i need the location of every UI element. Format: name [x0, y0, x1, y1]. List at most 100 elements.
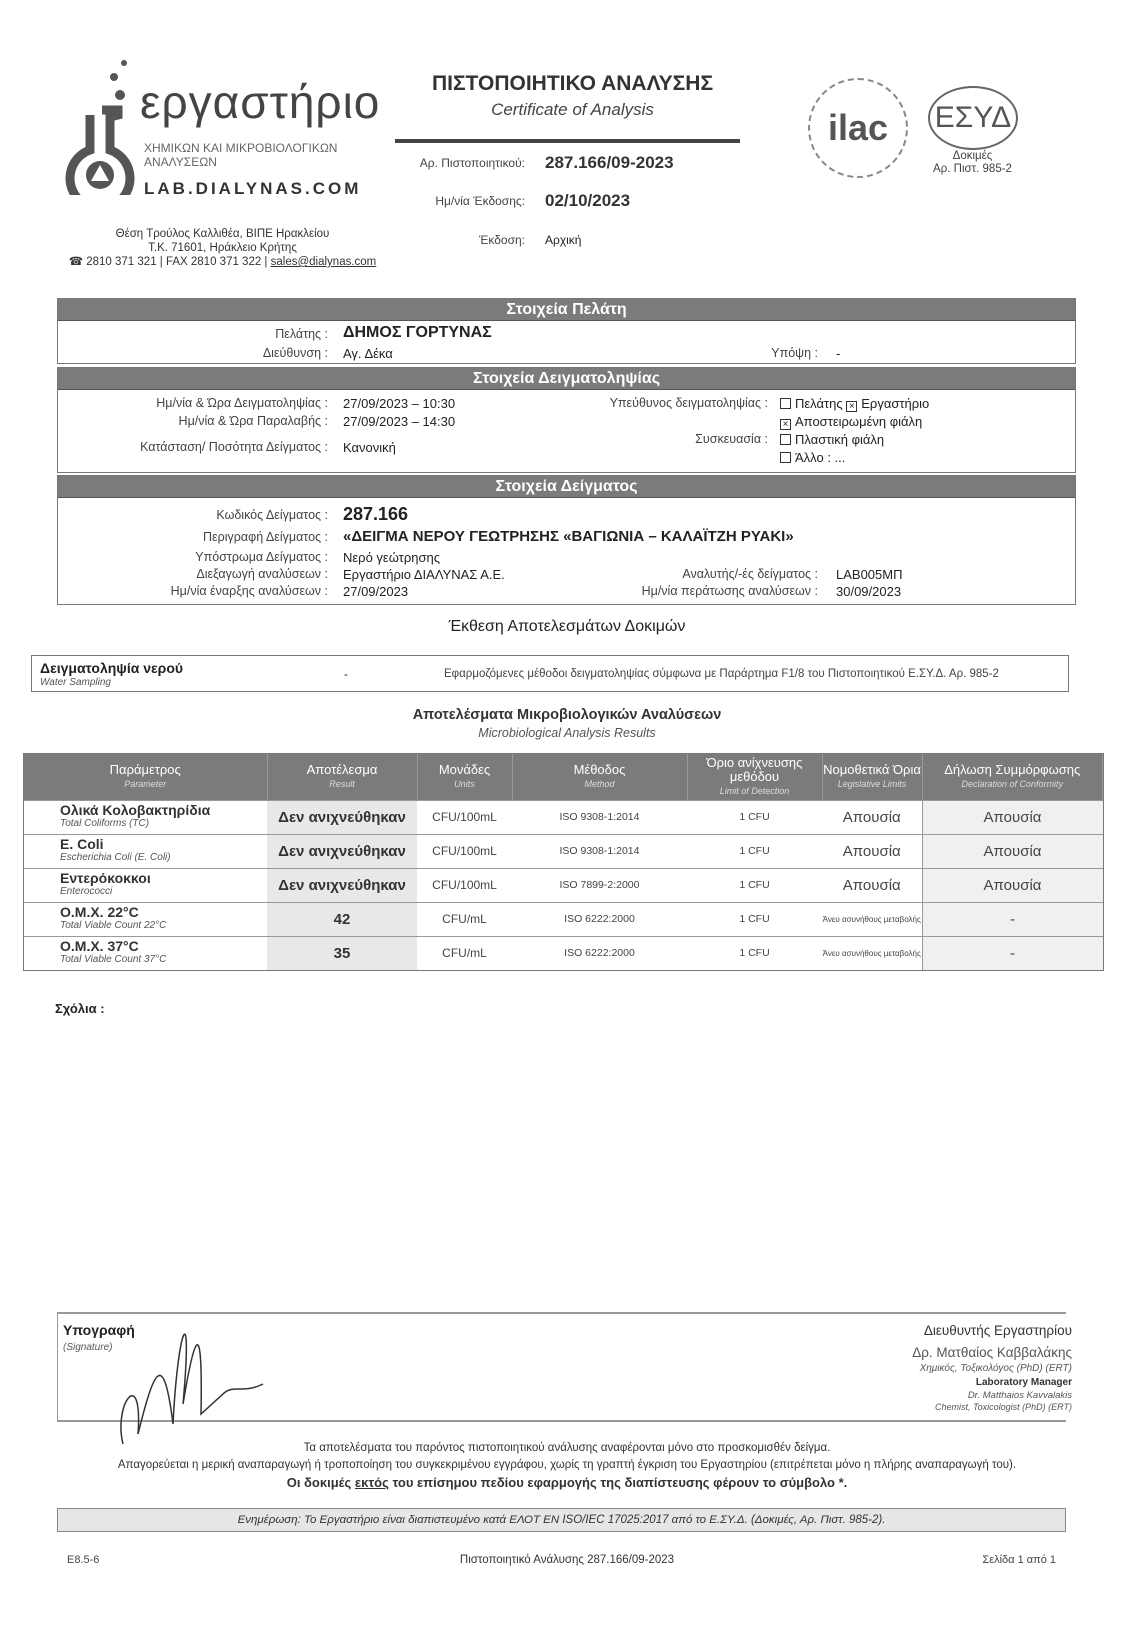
analyst-label: Αναλυτής/-ές δείγματος : [682, 567, 818, 581]
conformity: Απουσία [921, 867, 1103, 902]
substrate: Νερό γεώτρησης [343, 550, 440, 565]
column-header-gr: Νομοθετικά Όρια [823, 761, 921, 777]
micro-subtitle: Microbiological Analysis Results [478, 726, 656, 740]
start-label: Ημ/νία έναρξης αναλύσεων : [170, 584, 328, 598]
pack-opt-sterile: Αποστειρωμένη φιάλη [795, 414, 923, 429]
result: 35 [267, 935, 417, 970]
checkbox-lab-checked[interactable]: × [846, 401, 858, 412]
email-link[interactable]: sales@dialynas.com [270, 256, 377, 268]
pack-opt-plastic: Πλαστική φιάλη [795, 432, 885, 447]
column-header-en: Declaration of Conformity [961, 778, 1064, 789]
lab-sub2: ΑΝΑΛΥΣΕΩΝ [144, 155, 217, 169]
conformity: Απουσία [921, 799, 1103, 834]
units: CFU/100mL [417, 833, 512, 868]
sampling-date: 27/09/2023 – 10:30 [343, 396, 456, 411]
table-row: Ο.Μ.Χ. 22°C Total Viable Count 22°C 42 CFU… [24, 901, 1103, 936]
attn-label: Υπόψη : [771, 346, 818, 360]
sample-state: Κανονική [343, 440, 396, 455]
ilac-text: ilac [827, 107, 889, 148]
sample-description: «ΔΕΙΓΜΑ ΝΕΡΟΥ ΓΕΩΤΡΗΣΗΣ «ΒΑΓΙΩΝΙΑ – ΚΑΛΑ… [343, 528, 794, 545]
checkbox-client[interactable] [780, 398, 791, 409]
address-line-1: Θέση Τρούλος Καλλιθέα, ΒΙΠΕ Ηρακλείου [115, 228, 330, 240]
limit-of-detection: 1 CFU [687, 901, 822, 936]
desc-label: Περιγραφή Δείγματος : [203, 530, 328, 544]
units: CFU/100mL [417, 799, 512, 834]
client-section-title: Στοιχεία Πελάτη [58, 299, 1075, 321]
phone-fax: ☎ 2810 371 321 | FAX 2810 371 322 | [68, 256, 268, 268]
footer-center: Πιστοποιητικό Ανάλυσης 287.166/09-2023 [459, 1554, 675, 1566]
legislative-limit: Απουσία [822, 833, 922, 868]
performed-by: Εργαστήριο ΔΙΑΛΥΝΑΣ Α.Ε. [343, 567, 505, 582]
esyd-line2: Αρ. Πιστ. 985-2 [933, 163, 1012, 175]
sample-section: Στοιχεία Δείγματος Κωδικός Δείγματος : 28… [57, 475, 1076, 605]
units: CFU/mL [417, 901, 512, 936]
client-label: Πελάτης : [275, 327, 328, 341]
column-header-en: Legislative Limits [837, 778, 907, 789]
checkbox-sterile-checked[interactable]: × [780, 419, 791, 430]
parameter-en: Escherichia Coli (E. Coli) [60, 852, 171, 863]
ilac-logo: ilac [808, 78, 908, 178]
esyd-text: ΕΣΥΔ [934, 101, 1012, 134]
edition: Αρχική [545, 233, 582, 247]
lab-sub1: ΧΗΜΙΚΩΝ ΚΑΙ ΜΙΚΡΟΒΙΟΛΟΓΙΚΩΝ [144, 141, 338, 155]
limit-of-detection: 1 CFU [687, 833, 822, 868]
sample-code: 287.166 [343, 504, 409, 524]
lab-address: Θέση Τρούλος Καλλιθέα, ΒΙΠΕ Ηρακλείου Τ.… [60, 227, 385, 269]
water-sampling-text: Εφαρμοζόμενες μέθοδοι δειγματοληψίας σύμ… [444, 668, 999, 680]
address-line-2: Τ.Κ. 71601, Ηράκλειο Κρήτης [148, 242, 297, 254]
result: Δεν ανιχνεύθηκαν [267, 833, 417, 868]
column-header-en: Limit of Detection [719, 785, 790, 796]
column-header-en: Parameter [124, 778, 167, 789]
column-header-en: Result [329, 778, 355, 789]
director-quals-en: Chemist, Toxicologist (PhD) (ERT) [934, 1401, 1072, 1412]
conformity: - [921, 935, 1103, 970]
substrate-label: Υπόστρωμα Δείγματος : [195, 550, 328, 564]
column-header: Όριο ανίχνευσης μεθόδου Limit of Detectio… [687, 754, 823, 800]
column-header: Μονάδες Units [417, 754, 513, 800]
table-row: Εντερόκοκκοι Enterococci Δεν ανιχνεύθηκαν… [24, 867, 1103, 902]
table-row: E. Coli Escherichia Coli (E. Coli) Δεν αν… [24, 833, 1103, 868]
column-header-gr: Μονάδες [438, 761, 491, 777]
sample-section-title: Στοιχεία Δείγματος [58, 476, 1075, 498]
handwritten-signature [120, 1333, 264, 1445]
disclaimer: Τα αποτελέσματα του παρόντος πιστοποιητι… [0, 1440, 1134, 1491]
column-header-gr: Όριο ανίχνευσης μεθόδου [706, 754, 803, 784]
water-sampling-title: Δειγματοληψία νερού [40, 660, 184, 676]
limit-of-detection: 1 CFU [687, 799, 822, 834]
director-quals: Χημικός, Τοξικολόγος (PhD) (ERT) [919, 1363, 1072, 1374]
result: 42 [267, 901, 417, 936]
receipt-date: 27/09/2023 – 14:30 [343, 414, 456, 429]
result: Δεν ανιχνεύθηκαν [267, 799, 417, 834]
code-label: Κωδικός Δείγματος : [216, 508, 328, 522]
sampling-section-title: Στοιχεία Δειγματοληψίας [58, 368, 1075, 390]
start-date: 27/09/2023 [343, 584, 409, 599]
end-date: 30/09/2023 [836, 584, 902, 599]
method: ISO 9308-1:2014 [512, 799, 687, 834]
conformity: Απουσία [921, 833, 1103, 868]
pack-opt-other: Άλλο : ... [795, 450, 846, 465]
receipt-date-label: Ημ/νία & Ώρα Παραλαβής : [178, 414, 328, 428]
disclaimer-line2: Απαγορεύεται η μερική αναπαραγωγή ή τροπ… [117, 1459, 1017, 1471]
units: CFU/mL [417, 935, 512, 970]
client-section: Στοιχεία Πελάτη Πελάτης : ΔΗΜΟΣ ΓΟΡΤΥΝΑΣ … [57, 298, 1076, 364]
cert-no-label: Αρ. Πιστοποιητικού: [419, 156, 525, 170]
footer-page: Σελίδα 1 από 1 [982, 1554, 1056, 1566]
parameter-en: Total Viable Count 22°C [60, 920, 167, 931]
cert-no: 287.166/09-2023 [545, 153, 674, 172]
esyd-logo: ΕΣΥΔ [928, 86, 1018, 150]
accreditation-update-bar: Ενημέρωση: Το Εργαστήριο είναι διαπιστευ… [57, 1508, 1066, 1532]
column-header: Παράμετρος Parameter [24, 754, 268, 800]
performed-label: Διεξαγωγή αναλύσεων : [196, 567, 328, 581]
lab-logo: εργαστήριο ΧΗΜΙΚΩΝ ΚΑΙ ΜΙΚΡΟΒΙΟΛΟΓΙΚΩΝ Α… [62, 55, 382, 205]
method: ISO 9308-1:2014 [512, 833, 687, 868]
client-address: Αγ. Δέκα [343, 346, 393, 361]
checkbox-plastic[interactable] [780, 434, 791, 445]
responsible-label: Υπεύθυνος δειγματοληψίας : [609, 396, 768, 410]
director-name: Δρ. Ματθαίος Καββαλάκης [912, 1344, 1072, 1360]
analyst: LAB005ΜΠ [836, 567, 903, 582]
resp-opt-client: Πελάτης [795, 396, 843, 411]
doc-subtitle: Certificate of Analysis [491, 100, 654, 119]
director-role-en: Laboratory Manager [975, 1377, 1072, 1388]
checkbox-other[interactable] [780, 452, 791, 463]
sampling-date-label: Ημ/νία & Ώρα Δειγματοληψίας : [156, 396, 328, 410]
